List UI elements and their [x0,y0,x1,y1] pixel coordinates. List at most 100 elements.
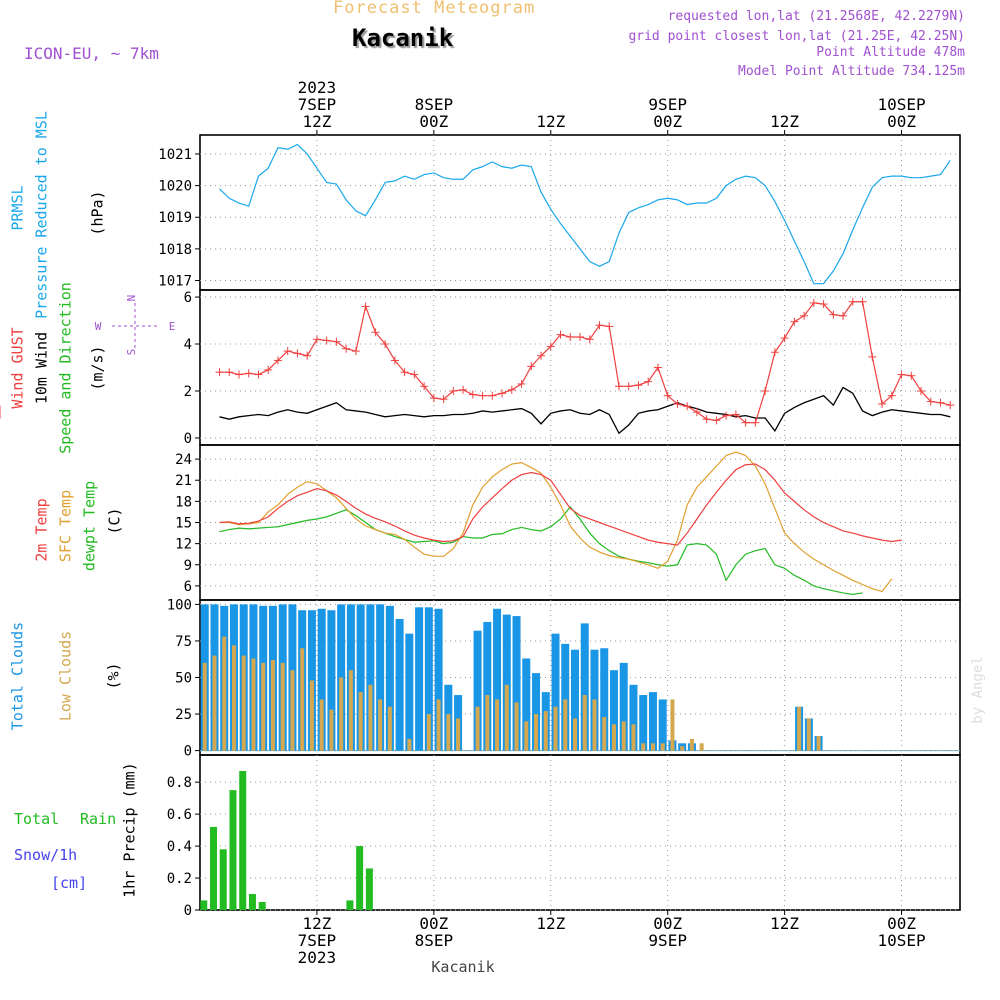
label-precip-mm: 1hr Precip (mm) [121,762,139,897]
bottom-x-label: 00Z [653,914,682,933]
bar-low-cloud [309,680,314,751]
gust-marker [371,328,380,337]
label-rain: Rain [80,810,116,828]
gust-marker [507,385,516,394]
bar-low-cloud [699,743,704,751]
bottom-x-label: 00Z [887,914,916,933]
bar-total-cloud [415,607,424,751]
bar-low-cloud [368,684,373,751]
bottom-x-label: 7SEP [298,931,337,950]
bar-rain [229,790,237,910]
gust-marker [312,335,321,344]
y-tick-label: 12 [175,537,192,553]
gust-marker [790,317,799,326]
bottom-x-label: 10SEP [877,931,925,950]
y-tick-label: 9 [184,558,192,574]
label-10m-wind: 10m Wind [33,332,51,404]
bar-low-cloud [816,735,821,751]
bar-total-cloud [317,608,326,751]
bottom-x-label: 12Z [302,914,331,933]
gust-marker [215,368,224,377]
bar-low-cloud [358,692,363,751]
bar-total-cloud [502,614,511,751]
bar-total-cloud [551,633,560,751]
gust-marker [897,370,906,379]
bar-rain [356,846,364,910]
bottom-x-label: 12Z [536,914,565,933]
gust-marker [342,344,351,353]
gust-marker [926,397,935,406]
requested-coords: requested lon,lat (21.2568E, 42.2279N) [667,9,965,24]
bar-low-cloud [573,718,577,751]
bar-low-cloud [514,702,519,751]
gust-marker [712,416,721,425]
y-tick-label: 15 [175,516,192,532]
label-dewpt-temp: dewpt Temp [81,481,99,571]
panel-pressure: 1017 1018 1019 1020 1021 [158,134,961,291]
bar-low-cloud [641,743,646,751]
y-tick-label: 0 [184,744,192,760]
gust-marker [722,411,731,420]
bar-low-cloud [456,718,461,751]
gust-marker [498,389,507,398]
top-x-label: 12Z [536,112,565,131]
gust-marker [556,330,565,339]
bar-low-cloud [543,711,548,751]
bar-total-cloud [366,604,375,751]
series-line-10m-wind [219,386,951,435]
bar-rain [346,900,354,910]
y-tick-label: 1021 [158,147,192,163]
gust-marker [244,369,253,378]
panel-frame [199,754,961,911]
top-x-label: 2023 [298,78,337,97]
label-snow: Snow/1h [14,846,77,864]
bar-low-cloud [339,677,344,751]
y-tick-label: 6 [184,290,192,306]
y-tick-label: 0.4 [167,839,192,855]
bar-low-cloud [426,714,431,751]
model-altitude: Model Point Altitude 734.125m [738,64,965,79]
bar-low-cloud [611,724,616,751]
bar-low-cloud [319,699,324,751]
gust-marker [683,402,692,411]
label-low-clouds: Low Clouds [57,631,75,721]
bar-rain [248,894,256,910]
gust-marker [225,368,234,377]
gust-marker [264,365,273,374]
label-total-clouds: Total Clouds [9,622,27,730]
gust-marker [917,386,926,395]
bar-low-cloud [251,658,256,751]
top-x-label: 9SEP [648,95,687,114]
bar-low-cloud [348,670,353,751]
gust-marker [585,335,594,344]
bar-total-cloud [619,662,628,751]
gust-marker [858,297,867,306]
gust-marker [390,356,399,365]
y-tick-label: 1018 [158,242,192,258]
gust-marker [351,347,360,356]
bar-rain [365,868,373,910]
compass-e: E [169,320,176,333]
bar-low-cloud [300,648,305,751]
y-tick-label: 0.8 [167,775,192,791]
model-label: ICON-EU, ~ 7km [24,44,159,63]
bar-low-cloud [329,709,334,751]
bar-total-cloud [356,604,365,751]
bar-low-cloud [689,738,694,751]
gust-marker [322,336,331,345]
bar-rain [209,826,217,910]
bar-low-cloud [806,718,811,751]
bar-low-cloud [485,695,490,751]
gust-marker [761,386,770,395]
y-tick-label: 0.6 [167,807,192,823]
y-tick-label: 2 [184,384,192,400]
y-tick-label: 100 [167,597,192,613]
y-tick-label: 6 [184,579,192,595]
bar-low-cloud [680,746,685,751]
top-x-label: 10SEP [877,95,925,114]
gust-marker [663,391,672,400]
top-x-label: 00Z [419,112,448,131]
bar-total-cloud [405,633,414,751]
bar-low-cloud [270,659,275,751]
